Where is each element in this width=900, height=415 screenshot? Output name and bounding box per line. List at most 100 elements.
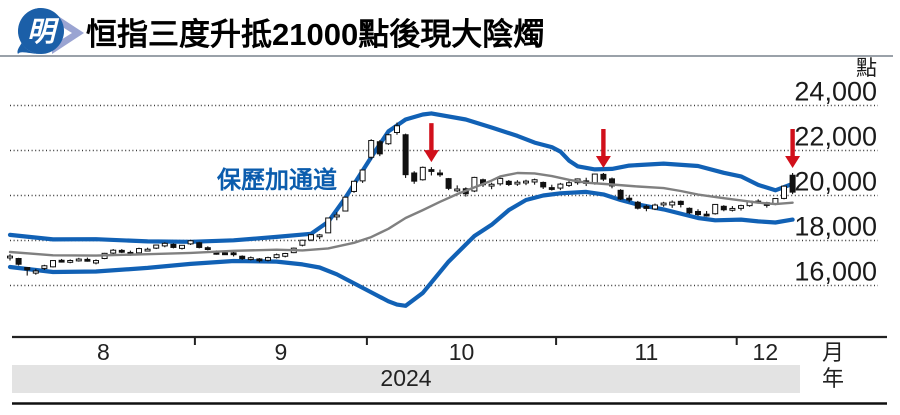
candle-70 (609, 177, 615, 189)
candle-84 (729, 206, 736, 212)
y-axis-unit-label: 點 (856, 57, 877, 80)
candle-0 (7, 254, 13, 261)
candle-75 (652, 203, 658, 211)
candle-77 (669, 200, 676, 208)
candle-44 (385, 133, 392, 145)
candle-72 (626, 195, 633, 203)
candle-64 (557, 182, 564, 191)
y-tick-label-16,000: 16,000 (794, 257, 877, 287)
red-down-arrow-icon (423, 123, 439, 163)
candle-30 (265, 256, 271, 262)
candle-18 (161, 242, 168, 248)
candle-56 (488, 182, 495, 190)
candle-38 (333, 212, 340, 221)
candle-49 (428, 167, 435, 176)
candle-40 (351, 180, 357, 193)
candle-60 (523, 179, 529, 186)
candle-35 (308, 233, 314, 242)
candle-5 (50, 260, 56, 268)
candle-15 (136, 247, 142, 254)
candle-82 (712, 203, 719, 215)
candle-74 (643, 204, 650, 212)
candle-9 (84, 257, 91, 262)
candle-34 (299, 239, 306, 247)
candle-48 (419, 166, 426, 181)
y-tick-label-18,000: 18,000 (794, 212, 877, 242)
candle-47 (411, 171, 418, 184)
bollinger-upper-band-line (7, 111, 795, 244)
candle-1 (15, 257, 22, 266)
candle-13 (118, 249, 125, 254)
month-label-12: 12 (753, 339, 779, 365)
y-tick-label-24,000: 24,000 (794, 77, 877, 107)
candle-23 (204, 246, 211, 251)
month-label-8: 8 (97, 339, 110, 365)
candle-81 (703, 211, 710, 217)
candle-27 (239, 255, 246, 260)
candle-71 (617, 189, 624, 200)
candle-10 (93, 259, 99, 265)
month-label-10: 10 (449, 339, 475, 365)
candle-63 (548, 184, 555, 191)
x-axis-unit-month: 月 (822, 340, 844, 365)
candle-76 (660, 201, 667, 207)
candle-20 (179, 244, 185, 250)
candle-36 (316, 233, 323, 240)
year-label: 2024 (380, 365, 431, 391)
year-band (12, 365, 800, 393)
red-down-arrow-icon (785, 129, 801, 168)
candle-22 (196, 241, 203, 249)
candle-65 (566, 181, 572, 187)
candle-79 (686, 207, 693, 215)
candle-28 (247, 256, 254, 261)
candle-62 (540, 181, 547, 189)
candle-69 (600, 173, 607, 182)
candle-46 (402, 133, 409, 178)
candle-12 (110, 249, 117, 254)
candle-3 (32, 268, 39, 275)
candle-17 (153, 244, 160, 250)
candle-52 (454, 185, 461, 193)
month-label-11: 11 (634, 339, 658, 365)
bollinger-channel-label: 保歷加通道 (216, 166, 337, 194)
ming-pao-logo-icon: 明 (17, 8, 84, 54)
candle-19 (170, 243, 177, 249)
logo-character: 明 (27, 16, 60, 47)
candle-42 (368, 139, 375, 160)
candle-32 (282, 252, 289, 258)
y-tick-label-20,000: 20,000 (794, 167, 877, 197)
candle-7 (67, 259, 74, 264)
candle-29 (256, 258, 263, 263)
candle-59 (514, 180, 521, 186)
candle-43 (376, 140, 383, 157)
candle-91 (789, 173, 796, 195)
header: 明 恒指三度升抵21000點後現大陰燭 (0, 0, 900, 55)
candle-90 (781, 185, 787, 200)
candle-57 (497, 177, 504, 186)
candle-2 (24, 267, 31, 276)
candle-73 (634, 200, 641, 210)
candle-31 (273, 253, 280, 259)
candle-54 (471, 176, 478, 193)
bollinger-lower-band-line (7, 189, 795, 308)
month-label-9: 9 (275, 339, 288, 365)
candle-45 (394, 122, 400, 135)
candle-21 (187, 239, 194, 245)
candle-41 (359, 169, 366, 183)
candle-83 (720, 205, 727, 212)
candle-8 (75, 257, 82, 262)
header-divider (0, 55, 893, 57)
candle-78 (677, 200, 684, 208)
candle-16 (144, 247, 151, 252)
page-title: 恒指三度升抵21000點後現大陰燭 (86, 17, 545, 52)
candle-4 (41, 264, 48, 270)
candle-51 (445, 177, 452, 191)
candle-58 (505, 179, 512, 187)
candle-37 (325, 217, 332, 234)
x-axis-unit-year: 年 (822, 366, 844, 391)
candle-80 (695, 209, 701, 216)
bollinger-middle-line (8, 171, 794, 257)
candle-39 (342, 196, 349, 212)
